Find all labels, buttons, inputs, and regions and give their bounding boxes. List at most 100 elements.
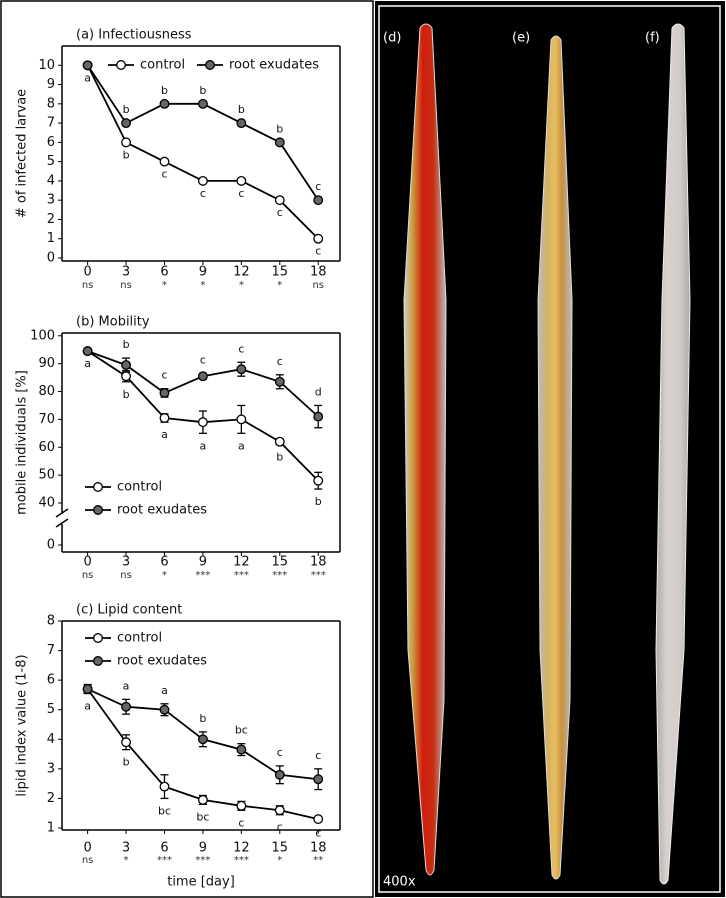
significance-letter: a <box>161 684 168 697</box>
significance-letter: c <box>238 342 244 355</box>
y-tick-label: 4 <box>47 173 55 188</box>
magnification: 400x <box>383 875 416 890</box>
significance-letter: c <box>238 816 244 829</box>
chart-title: (c) Lipid content <box>76 603 182 618</box>
y-tick-label: 2 <box>47 791 55 806</box>
data-point <box>313 475 324 486</box>
y-tick-label: 80 <box>38 384 55 399</box>
significance: ns <box>82 570 94 581</box>
significance: ns <box>312 280 324 291</box>
significance: * <box>200 280 205 291</box>
significance-letter: b <box>276 122 283 135</box>
data-point <box>236 175 247 186</box>
significance-letter: a <box>123 679 130 692</box>
axis-break <box>55 518 69 528</box>
x-tick-label: 6 <box>160 555 168 570</box>
y-tick-label: 8 <box>47 96 55 111</box>
significance-letter: a <box>84 699 91 712</box>
significance: ** <box>313 855 323 866</box>
data-point <box>121 701 132 712</box>
x-tick-label: 0 <box>83 265 91 280</box>
significance-letter: c <box>161 369 167 382</box>
photo-label: (d) <box>383 31 401 46</box>
data-point <box>236 118 247 129</box>
x-tick-label: 18 <box>310 265 327 280</box>
significance-letter: b <box>199 712 206 725</box>
data-point <box>274 769 285 780</box>
y-tick-label: 50 <box>38 468 55 483</box>
y-tick-label: 7 <box>47 643 55 658</box>
data-point <box>313 195 324 206</box>
significance: *** <box>195 855 210 866</box>
data-point <box>159 387 170 398</box>
x-tick-label: 6 <box>160 841 168 856</box>
significance: *** <box>157 855 172 866</box>
significance-letter: c <box>315 245 321 258</box>
data-point <box>313 774 324 785</box>
significance: *** <box>234 570 249 581</box>
data-point <box>121 371 132 382</box>
significance-letter: b <box>161 84 168 97</box>
y-tick-label: 0 <box>47 251 55 266</box>
data-point <box>236 800 247 811</box>
data-point <box>82 60 93 71</box>
significance-letter: bc <box>196 810 209 823</box>
x-tick-label: 15 <box>272 265 289 280</box>
photo-label: (e) <box>512 31 530 46</box>
data-point <box>274 195 285 206</box>
legend-label: root exudates <box>229 58 319 73</box>
left-panel <box>0 0 374 898</box>
data-point <box>313 814 324 825</box>
significance-letter: a <box>84 357 91 370</box>
legend-marker <box>93 633 103 643</box>
y-tick-label: 3 <box>47 193 55 208</box>
data-point <box>197 371 208 382</box>
legend-label: root exudates <box>117 503 207 518</box>
data-point <box>236 414 247 425</box>
x-tick-label: 6 <box>160 265 168 280</box>
significance-letter: a <box>200 439 207 452</box>
x-tick-label: 3 <box>122 841 130 856</box>
x-tick-label: 18 <box>310 841 327 856</box>
significance-letter: b <box>123 103 130 116</box>
significance: *** <box>311 570 326 581</box>
significance-letter: bc <box>158 804 171 817</box>
significance-letter: c <box>315 749 321 762</box>
y-tick-label: 5 <box>47 702 55 717</box>
significance-letter: b <box>123 148 130 161</box>
y-tick-label: 90 <box>38 356 55 371</box>
x-tick-label: 15 <box>272 555 289 570</box>
axis-break <box>55 508 69 518</box>
x-tick-label: 3 <box>122 265 130 280</box>
significance: ns <box>82 855 94 866</box>
legend-marker <box>205 60 215 70</box>
significance-letter: b <box>123 756 130 769</box>
significance: *** <box>234 855 249 866</box>
y-tick-label: 1 <box>47 821 55 836</box>
y-tick-label: 5 <box>47 154 55 169</box>
data-point <box>274 805 285 816</box>
data-point <box>82 684 93 694</box>
y-tick-label: 60 <box>38 440 55 455</box>
x-tick-label: 9 <box>199 265 207 280</box>
data-point <box>197 175 208 186</box>
legend-label: root exudates <box>117 654 207 669</box>
significance: * <box>239 280 244 291</box>
significance-letter: c <box>315 180 321 193</box>
significance-letter: c <box>277 206 283 219</box>
significance-letter: b <box>123 388 130 401</box>
y-tick-label: 6 <box>47 135 55 150</box>
x-tick-label: 9 <box>199 555 207 570</box>
significance-letter: c <box>200 353 206 366</box>
y-axis-label: # of infected larvae <box>15 89 30 218</box>
significance-letter: b <box>276 450 283 463</box>
data-point <box>197 98 208 109</box>
significance-letter: a <box>238 439 245 452</box>
data-point <box>159 156 170 167</box>
photo-label: (f) <box>645 31 660 46</box>
significance-letter: b <box>238 103 245 116</box>
legend-label: control <box>117 480 162 495</box>
data-point <box>121 137 132 148</box>
y-axis-label: lipid index value (1-8) <box>15 654 30 796</box>
